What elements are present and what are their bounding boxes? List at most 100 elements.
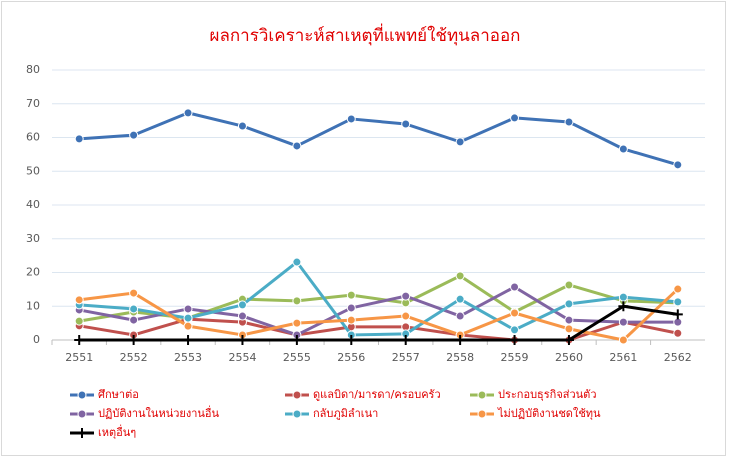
y-tick-label: 0: [33, 333, 40, 346]
point: [183, 335, 194, 345]
y-tick-label: 70: [26, 97, 40, 110]
point: [455, 137, 465, 147]
x-tick-label: 2556: [337, 351, 365, 364]
x-tick-label: 2554: [228, 351, 256, 364]
point: [346, 315, 356, 325]
legend-label: ปฏิบัติงานในหน่วยงานอื่น: [98, 405, 220, 420]
point: [455, 335, 466, 345]
legend-label: ประกอบธุรกิจส่วนตัว: [498, 388, 597, 401]
x-tick-label: 2555: [283, 351, 311, 364]
x-tick-label: 2552: [120, 351, 148, 364]
x-tick-label: 2562: [664, 351, 692, 364]
legend-marker: [477, 390, 487, 400]
point: [74, 316, 84, 326]
point: [292, 296, 302, 306]
legend-marker: [77, 390, 87, 400]
point: [183, 321, 193, 331]
point: [74, 134, 84, 144]
point: [618, 144, 628, 154]
point: [346, 290, 356, 300]
point: [618, 335, 628, 345]
y-tick-label: 80: [26, 63, 40, 76]
point: [509, 335, 520, 345]
point: [401, 311, 411, 321]
y-tick-label: 60: [26, 131, 40, 144]
point: [346, 114, 356, 124]
point: [564, 299, 574, 309]
point: [292, 257, 302, 267]
legend-label: เหตุอื่นๆ: [98, 424, 136, 439]
y-tick-label: 20: [26, 266, 40, 279]
point: [183, 313, 193, 323]
point: [291, 335, 302, 345]
point: [129, 315, 139, 325]
point: [237, 121, 247, 131]
legend-marker: [477, 409, 487, 419]
point: [74, 295, 84, 305]
point: [400, 335, 411, 345]
point: [129, 304, 139, 314]
point: [510, 113, 520, 123]
x-tick-label: 2559: [501, 351, 529, 364]
point: [618, 317, 628, 327]
point: [510, 325, 520, 335]
point: [618, 301, 629, 312]
point: [564, 280, 574, 290]
x-tick-label: 2557: [392, 351, 420, 364]
x-tick-label: 2551: [65, 351, 93, 364]
point: [673, 160, 683, 170]
y-tick-label: 40: [26, 198, 40, 211]
point: [618, 292, 628, 302]
point: [673, 297, 683, 307]
point: [183, 108, 193, 118]
x-tick-label: 2558: [446, 351, 474, 364]
point: [237, 335, 248, 345]
point: [564, 324, 574, 334]
x-tick-label: 2561: [609, 351, 637, 364]
point: [292, 141, 302, 151]
series-line: [79, 287, 679, 342]
point: [455, 311, 465, 321]
point: [672, 309, 683, 320]
point: [401, 291, 411, 301]
point: [564, 117, 574, 127]
legend-label: ไม่ปฏิบัติงานชดใช้ทุน: [497, 407, 601, 420]
point: [237, 300, 247, 310]
legend-label: ศึกษาต่อ: [98, 388, 139, 401]
legend-marker: [77, 409, 87, 419]
legend-marker: [292, 409, 302, 419]
point: [564, 315, 574, 325]
legend-marker: [77, 428, 87, 438]
legend-label: ดูแลบิดา/มารดา/ครอบครัว: [313, 388, 441, 401]
series-line: [79, 111, 679, 167]
point: [183, 304, 193, 314]
chart-title: ผลการวิเคราะห์สาเหตุที่แพทย์ใช้ทุนลาออก: [210, 23, 521, 46]
y-tick-label: 50: [26, 164, 40, 177]
point: [74, 335, 85, 345]
legend-label: กลับภูมิลำเนา: [313, 407, 378, 420]
point: [563, 335, 574, 345]
point: [455, 294, 465, 304]
point: [346, 335, 357, 345]
point: [128, 335, 139, 345]
x-tick-label: 2553: [174, 351, 202, 364]
point: [673, 328, 683, 338]
point: [510, 282, 520, 292]
point: [237, 311, 247, 321]
series-line: [79, 304, 679, 342]
y-tick-label: 30: [26, 232, 40, 245]
series-line: [78, 285, 678, 337]
point: [129, 130, 139, 140]
point: [510, 308, 520, 318]
point: [455, 271, 465, 281]
legend-marker: [292, 390, 302, 400]
x-tick-label: 2560: [555, 351, 583, 364]
point: [129, 288, 139, 298]
point: [292, 318, 302, 328]
point: [401, 119, 411, 129]
series-line: [79, 260, 678, 337]
point: [346, 303, 356, 313]
